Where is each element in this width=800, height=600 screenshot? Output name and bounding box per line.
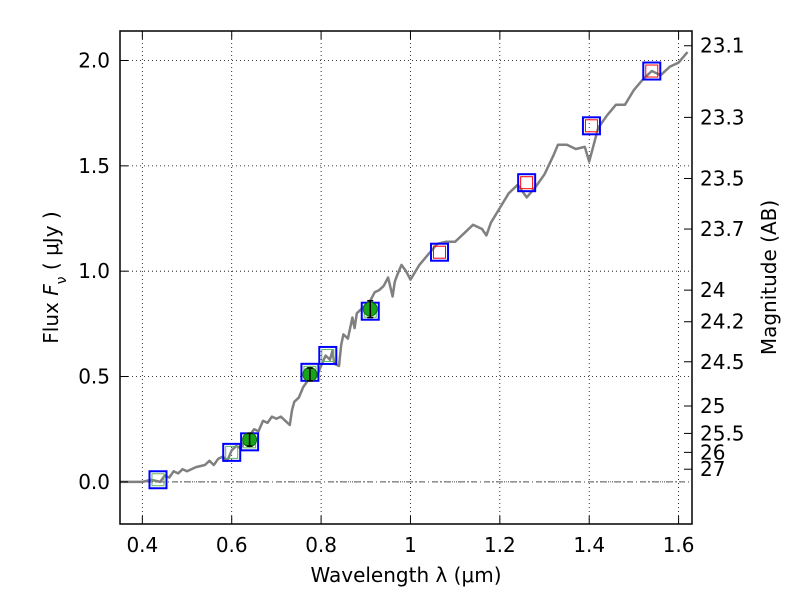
plot-frame <box>119 30 693 525</box>
y-tick-label: 0.5 <box>78 365 110 389</box>
photometry-box <box>318 345 338 365</box>
y-tick-label: 0.0 <box>78 470 110 494</box>
observed-points <box>242 299 378 448</box>
magnitude-tick-label: 24 <box>700 278 725 302</box>
y-axis-ticks: 0.0 0.5 1.0 1.5 2.0 <box>78 48 128 494</box>
x-tick-label: 1.2 <box>484 533 516 557</box>
photometry-box <box>222 442 242 462</box>
x-axis-ticks: 0.4 0.6 0.8 1 1.2 1.4 1.6 <box>126 31 695 557</box>
x-tick-label: 1 <box>404 533 417 557</box>
model-band-box <box>645 64 659 78</box>
photometry-box <box>581 116 601 136</box>
magnitude-tick-label: 23.5 <box>700 166 745 190</box>
y-axis-label-var: F <box>39 284 63 296</box>
photometry-box <box>148 470 168 490</box>
model-spectrum-line <box>120 51 689 484</box>
magnitude-axis-label: Magnitude (AB) <box>757 200 781 355</box>
model-band-box <box>520 176 534 190</box>
grid <box>120 31 692 524</box>
magnitude-tick-label: 25.5 <box>700 421 745 445</box>
model-band-box <box>433 245 447 259</box>
x-tick-label: 0.8 <box>305 533 337 557</box>
x-tick-label: 0.6 <box>216 533 248 557</box>
x-tick-label: 1.4 <box>573 533 605 557</box>
y-tick-label: 1.0 <box>78 259 110 283</box>
magnitude-tick-label: 24.2 <box>700 310 745 334</box>
x-axis-label: Wavelength λ (μm) <box>310 563 501 587</box>
y-axis-label-sub: ν <box>54 276 70 284</box>
photometry-box <box>430 242 450 262</box>
y-axis-label-prefix: Flux <box>39 296 63 344</box>
magnitude-tick-label: 23.1 <box>700 34 745 58</box>
magnitude-tick-label: 27 <box>700 457 725 481</box>
photometry-box <box>642 61 662 81</box>
y-tick-label: 2.0 <box>78 48 110 72</box>
magnitude-tick-label: 25 <box>700 394 725 418</box>
y-tick-label: 1.5 <box>78 154 110 178</box>
model-band-box <box>584 119 598 133</box>
x-tick-label: 0.4 <box>126 533 158 557</box>
photometry-boxes <box>148 61 662 490</box>
y-axis-label-suffix: ( μJy ) <box>39 211 63 276</box>
model-band-box <box>225 445 239 459</box>
magnitude-tick-label: 23.3 <box>700 105 745 129</box>
model-band-box <box>321 348 335 362</box>
magnitude-tick-label: 26 <box>700 440 725 464</box>
photometry-box <box>517 173 537 193</box>
magnitude-tick-label: 23.7 <box>700 217 745 241</box>
model-band-box <box>151 473 165 487</box>
magnitude-tick-label: 24.5 <box>700 350 745 374</box>
x-tick-label: 1.6 <box>663 533 695 557</box>
y-axis-label: Flux Fν ( μJy ) <box>39 211 70 343</box>
